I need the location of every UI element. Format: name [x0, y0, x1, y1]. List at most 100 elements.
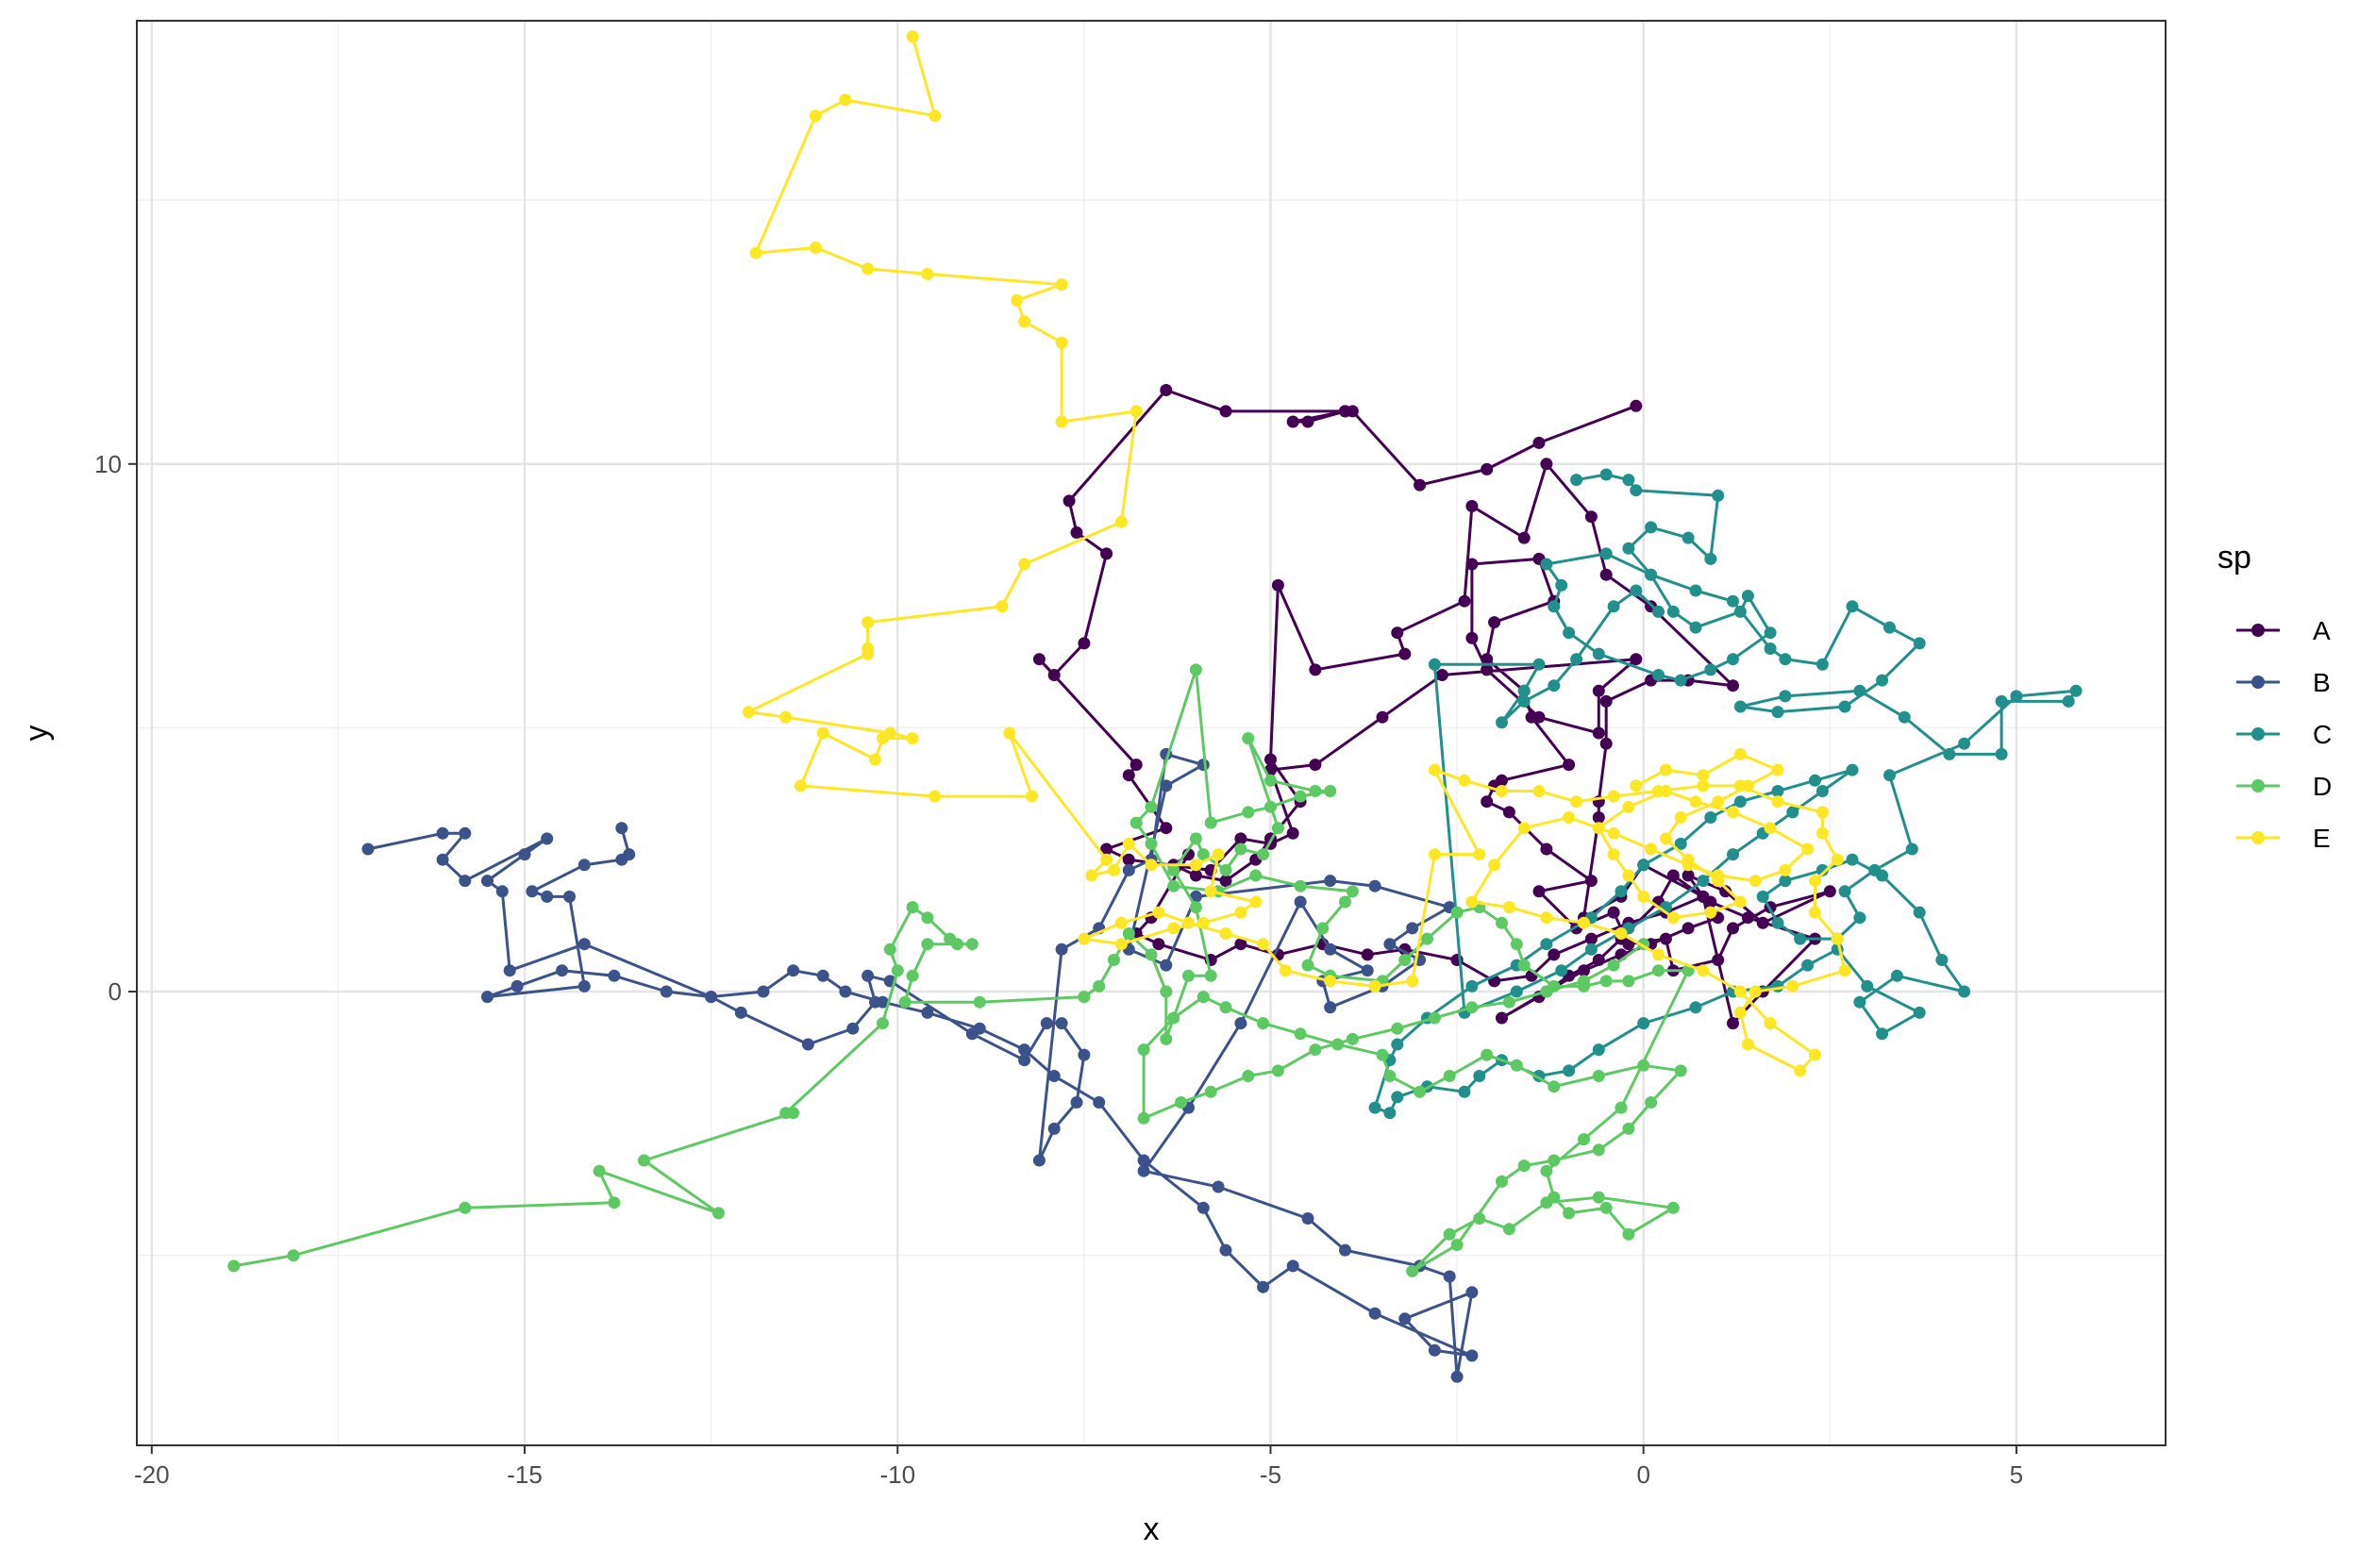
- minor-gridlines: [137, 21, 2166, 1445]
- data-point-D: [1189, 663, 1202, 676]
- data-point-E: [1570, 795, 1583, 809]
- data-point-D: [1145, 800, 1158, 813]
- data-point-C: [1846, 600, 1859, 613]
- data-point-A: [1682, 869, 1695, 882]
- data-point-A: [1339, 405, 1351, 418]
- data-point-C: [1465, 979, 1479, 993]
- data-point-B: [1040, 1017, 1053, 1030]
- data-point-B: [1234, 1017, 1247, 1030]
- data-point-E: [1108, 863, 1120, 876]
- data-point-E: [1257, 938, 1270, 951]
- data-point-D: [1189, 832, 1202, 845]
- data-point-B: [757, 985, 770, 998]
- data-point-A: [1361, 948, 1374, 961]
- data-point-E: [876, 732, 889, 745]
- data-point-C: [1712, 489, 1725, 502]
- data-point-E: [1428, 848, 1441, 861]
- data-point-E: [779, 710, 793, 724]
- data-point-E: [1666, 911, 1680, 925]
- data-point-C: [1733, 605, 1747, 618]
- series-C: [1368, 468, 2083, 1120]
- data-point-E: [1607, 826, 1620, 840]
- data-point-B: [1406, 922, 1419, 935]
- data-point-E: [1496, 785, 1508, 797]
- data-point-A: [1741, 911, 1754, 925]
- data-point-B: [577, 859, 591, 872]
- data-point-A: [1122, 769, 1135, 782]
- data-point-C: [1779, 690, 1792, 703]
- data-point-C: [1958, 985, 1971, 998]
- data-point-D: [1242, 806, 1255, 819]
- data-point-B: [1137, 1164, 1150, 1177]
- data-point-C: [1689, 1001, 1702, 1014]
- data-point-E: [816, 726, 829, 740]
- data-point-E: [1114, 916, 1128, 929]
- data-point-D: [1481, 1048, 1494, 1061]
- data-point-C: [1563, 1064, 1576, 1077]
- data-point-B: [361, 842, 375, 856]
- legend-key-point: [2251, 676, 2265, 689]
- data-point-B: [495, 885, 509, 898]
- data-point-E: [749, 246, 762, 259]
- data-point-B: [556, 964, 569, 977]
- data-point-A: [1286, 826, 1299, 840]
- data-point-C: [1458, 1085, 1471, 1098]
- data-point-E: [795, 779, 807, 792]
- data-point-D: [883, 942, 896, 956]
- data-point-C: [1622, 474, 1635, 487]
- data-point-C: [1704, 552, 1717, 565]
- data-point-D: [593, 1164, 606, 1177]
- data-point-D: [1093, 979, 1106, 993]
- data-point-B: [1160, 779, 1173, 792]
- data-point-B: [1055, 942, 1068, 956]
- data-point-D: [1122, 927, 1135, 940]
- data-point-C: [1555, 578, 1568, 592]
- data-point-E: [1458, 774, 1471, 787]
- data-point-E: [1465, 895, 1479, 909]
- data-point-B: [436, 826, 449, 840]
- data-point-C: [1771, 916, 1784, 929]
- data-point-E: [1749, 875, 1762, 888]
- data-point-A: [1532, 885, 1546, 898]
- data-point-B: [623, 848, 636, 861]
- data-point-B: [563, 890, 576, 903]
- data-point-A: [1398, 647, 1412, 660]
- data-point-A: [1271, 578, 1284, 592]
- data-point-B: [1055, 1017, 1068, 1030]
- data-point-C: [1853, 911, 1866, 925]
- data-point-D: [1496, 1175, 1508, 1188]
- data-point-C: [2069, 684, 2083, 697]
- data-point-D: [1331, 1038, 1345, 1051]
- data-point-A: [1465, 558, 1479, 571]
- data-point-D: [1376, 1048, 1389, 1061]
- legend-item-E: E: [2236, 824, 2331, 853]
- data-point-B: [1018, 1043, 1031, 1057]
- data-point-B: [481, 875, 494, 888]
- data-point-A: [1599, 694, 1613, 708]
- data-point-E: [1674, 811, 1687, 824]
- data-point-E: [1540, 911, 1553, 925]
- data-point-C: [1391, 1091, 1404, 1104]
- data-point-C: [1599, 468, 1613, 481]
- data-point-E: [1563, 811, 1576, 824]
- data-point-B: [1383, 938, 1397, 951]
- data-point-D: [1615, 1101, 1628, 1114]
- data-point-C: [1548, 679, 1561, 692]
- data-point-D: [876, 1017, 889, 1030]
- data-point-B: [1093, 1096, 1106, 1109]
- data-point-D: [1652, 964, 1665, 977]
- data-point-A: [1129, 759, 1143, 772]
- data-point-E: [1003, 726, 1016, 740]
- data-point-E: [929, 109, 942, 123]
- data-point-B: [921, 1006, 934, 1019]
- data-point-E: [1771, 795, 1784, 809]
- y-tick-label: 10: [94, 450, 122, 478]
- legend-label: B: [2313, 668, 2331, 697]
- data-point-C: [2062, 694, 2075, 708]
- data-point-C: [1838, 700, 1851, 713]
- data-point-D: [1502, 1223, 1515, 1236]
- data-point-C: [1682, 531, 1695, 544]
- data-point-D: [712, 1207, 725, 1220]
- data-point-C: [1958, 737, 1971, 750]
- data-point-C: [1771, 706, 1784, 719]
